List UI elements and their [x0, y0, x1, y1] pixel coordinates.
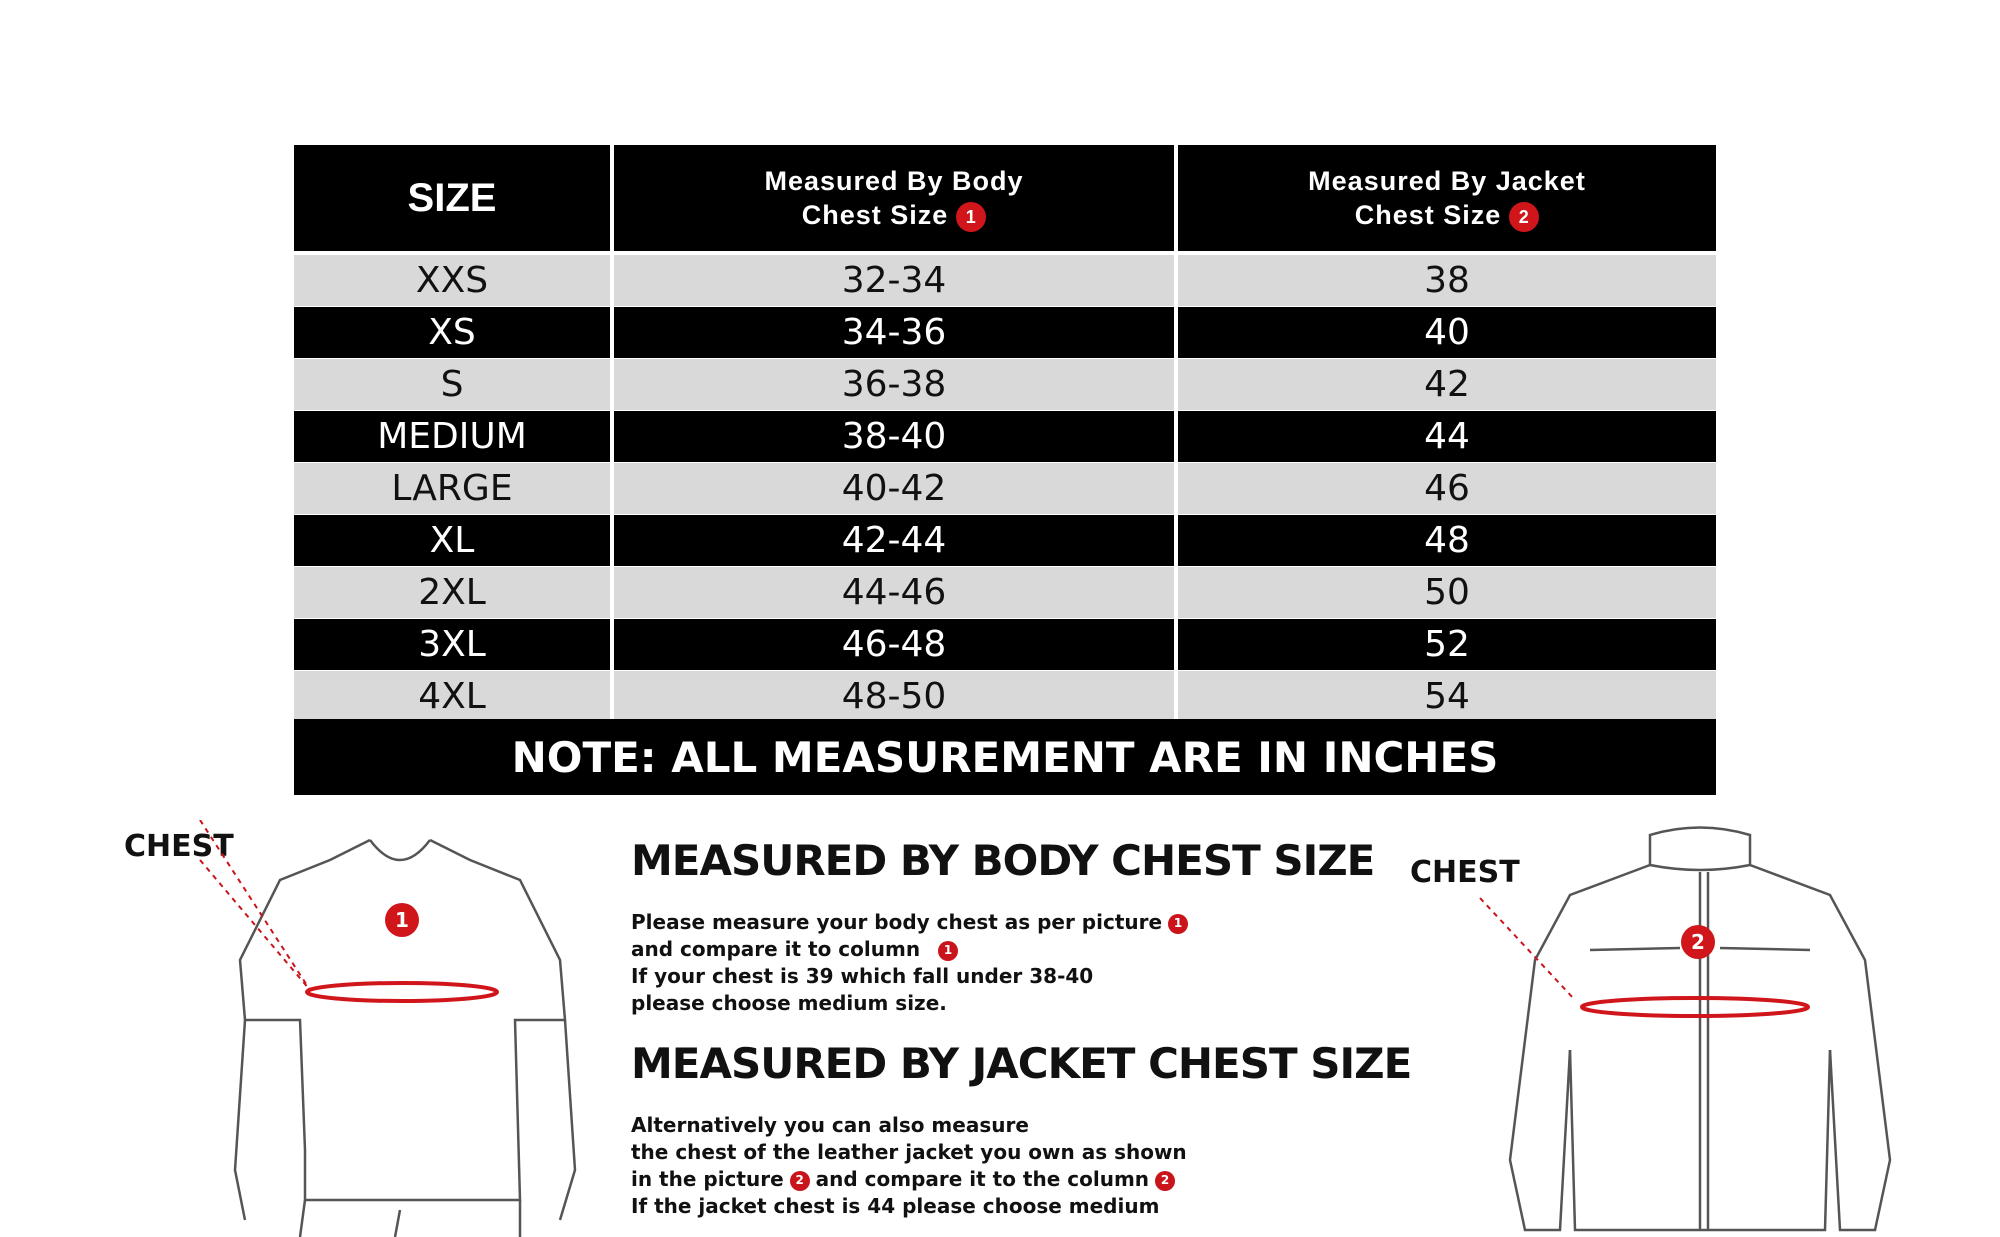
badge-1-icon: 1 — [938, 940, 959, 961]
header-text: Chest Size — [801, 200, 949, 230]
jacket-section-title: MEASURED BY JACKET CHEST SIZE — [631, 1039, 1412, 1088]
badge-1-icon: 1 — [1168, 913, 1189, 934]
text-line: Please measure your body chest as per pi… — [631, 910, 1163, 934]
jacket-chest-cell: 46 — [1178, 463, 1716, 514]
header-jacket-chest: Measured By Jacket Chest Size 2 — [1178, 145, 1716, 251]
tshirt-figure-icon: 1 — [199, 820, 577, 1237]
figure-badge: 2 — [1691, 930, 1705, 954]
table-row: XXS 32-34 38 — [294, 255, 1716, 306]
table-row: 4XL 48-50 54 — [294, 671, 1716, 722]
table-row: XS 34-36 40 — [294, 307, 1716, 358]
table-header: SIZE Measured By Body Chest Size 1 Measure… — [294, 145, 1716, 251]
body-section-text: Please measure your body chest as per pi… — [631, 909, 1194, 1017]
text-line: and compare it to column — [631, 937, 921, 961]
header-body-chest: Measured By Body Chest Size 1 — [614, 145, 1174, 251]
header-text: Measured By Jacket — [1308, 166, 1586, 196]
jacket-chest-cell: 42 — [1178, 359, 1716, 410]
table-row: MEDIUM 38-40 44 — [294, 411, 1716, 462]
jacket-figure-icon: 2 — [1479, 826, 1892, 1232]
table-row: LARGE 40-42 46 — [294, 463, 1716, 514]
body-chest-cell: 36-38 — [614, 359, 1174, 410]
size-cell: LARGE — [294, 463, 610, 514]
right-chest-label: CHEST — [1410, 855, 1520, 890]
text-line: the chest of the leather jacket you own … — [631, 1140, 1187, 1164]
jacket-chest-cell: 40 — [1178, 307, 1716, 358]
text-line: Alternatively you can also measure — [631, 1113, 1029, 1137]
badge-2-icon: 2 — [789, 1170, 810, 1191]
header-text: Chest Size — [1354, 200, 1502, 230]
badge-2-icon: 2 — [1155, 1170, 1176, 1191]
table-row: 2XL 44-46 50 — [294, 567, 1716, 618]
badge-2-icon: 2 — [1509, 201, 1540, 232]
text-line: If your chest is 39 which fall under 38-… — [631, 964, 1094, 988]
left-chest-label: CHEST — [124, 829, 234, 864]
text-line: in the picture — [631, 1167, 784, 1191]
figure-badge: 1 — [395, 908, 409, 932]
body-chest-cell: 44-46 — [614, 567, 1174, 618]
size-cell: MEDIUM — [294, 411, 610, 462]
jacket-chest-cell: 52 — [1178, 619, 1716, 670]
jacket-chest-cell: 38 — [1178, 255, 1716, 306]
body-section-title: MEASURED BY BODY CHEST SIZE — [631, 836, 1375, 885]
body-chest-cell: 32-34 — [614, 255, 1174, 306]
size-cell: S — [294, 359, 610, 410]
text-line: please choose medium size. — [631, 991, 947, 1015]
body-chest-cell: 46-48 — [614, 619, 1174, 670]
size-chart-table: SIZE Measured By Body Chest Size 1 Measure… — [294, 145, 1716, 723]
size-cell: 2XL — [294, 567, 610, 618]
jacket-chest-cell: 44 — [1178, 411, 1716, 462]
header-size: SIZE — [294, 145, 610, 251]
table-row: 3XL 46-48 52 — [294, 619, 1716, 670]
table-row: XL 42-44 48 — [294, 515, 1716, 566]
jacket-chest-cell: 54 — [1178, 671, 1716, 722]
jacket-chest-cell: 50 — [1178, 567, 1716, 618]
jacket-chest-cell: 48 — [1178, 515, 1716, 566]
body-chest-cell: 42-44 — [614, 515, 1174, 566]
units-note: NOTE: ALL MEASUREMENT ARE IN INCHES — [294, 719, 1716, 795]
body-chest-cell: 48-50 — [614, 671, 1174, 722]
jacket-section-text: Alternatively you can also measure the c… — [631, 1112, 1187, 1220]
header-text: Measured By Body — [764, 166, 1024, 196]
size-cell: 3XL — [294, 619, 610, 670]
size-cell: XL — [294, 515, 610, 566]
size-cell: XXS — [294, 255, 610, 306]
body-chest-cell: 38-40 — [614, 411, 1174, 462]
body-chest-cell: 34-36 — [614, 307, 1174, 358]
body-chest-cell: 40-42 — [614, 463, 1174, 514]
size-cell: XS — [294, 307, 610, 358]
size-cell: 4XL — [294, 671, 610, 722]
text-line: If the jacket chest is 44 please choose … — [631, 1194, 1160, 1218]
table-row: S 36-38 42 — [294, 359, 1716, 410]
text-line: and compare it to the column — [815, 1167, 1150, 1191]
badge-1-icon: 1 — [956, 201, 987, 232]
